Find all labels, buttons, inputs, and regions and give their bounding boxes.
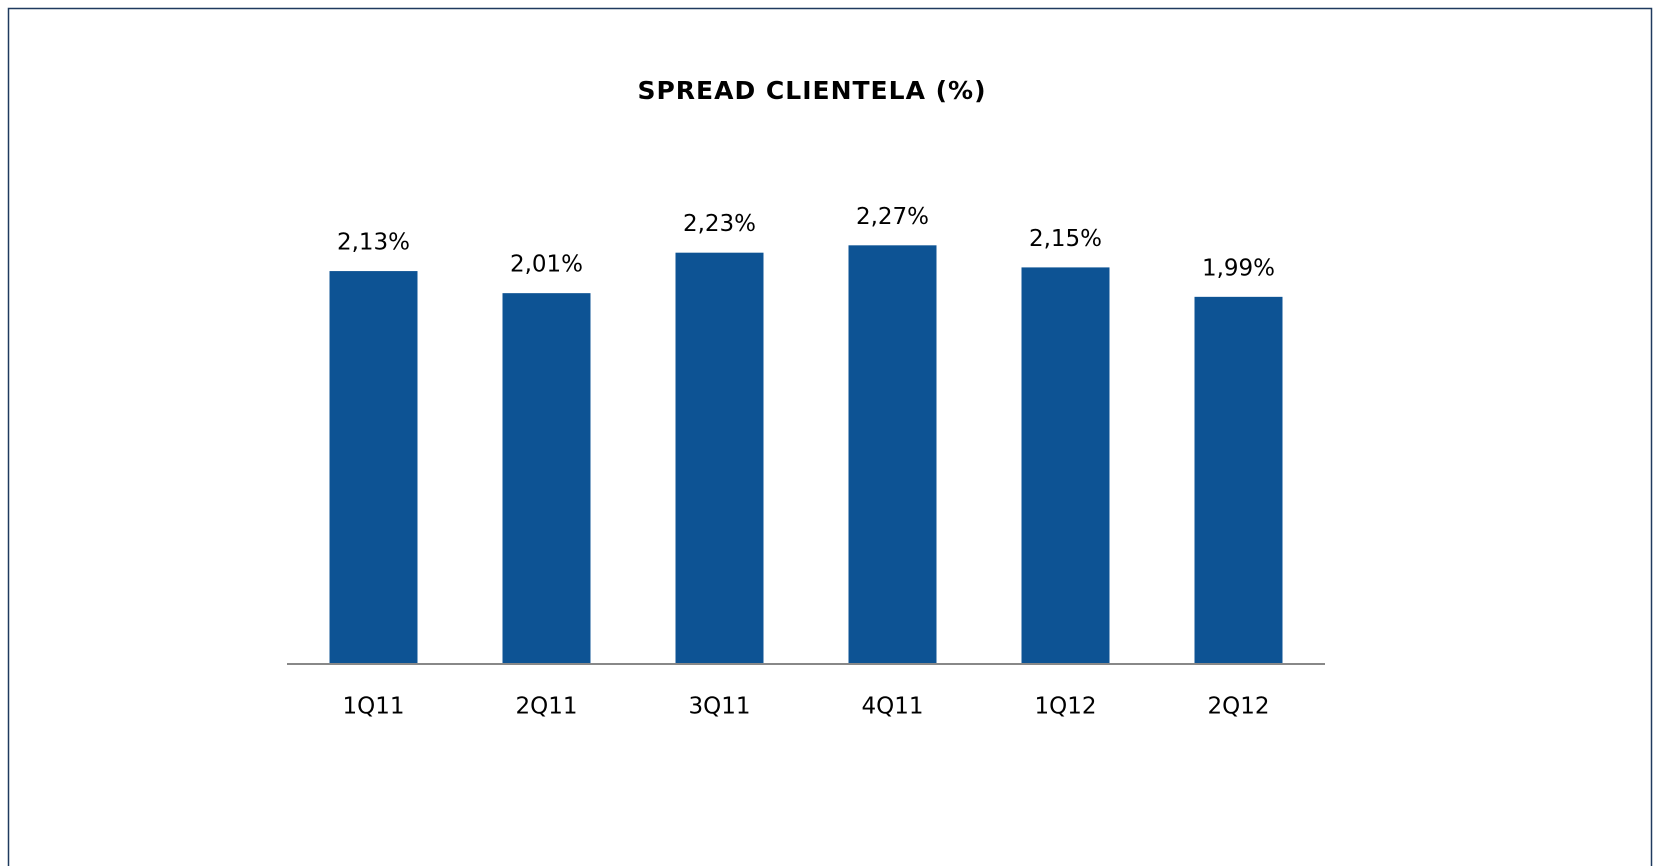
x-tick-label: 1Q11 — [342, 694, 404, 720]
bar — [675, 252, 764, 663]
data-label: 2,13% — [337, 230, 410, 256]
data-label: 2,23% — [683, 211, 756, 237]
data-label: 2,01% — [510, 252, 583, 278]
data-label: 2,15% — [1029, 226, 1102, 252]
data-label: 1,99% — [1202, 255, 1275, 281]
data-label: 2,27% — [856, 204, 929, 230]
x-tick-label: 4Q11 — [861, 694, 923, 720]
x-tick-label: 3Q11 — [688, 694, 750, 720]
x-tick-label: 2Q11 — [515, 694, 577, 720]
x-tick-label: 1Q12 — [1034, 694, 1096, 720]
chart-title: SPREAD CLIENTELA (%) — [637, 76, 986, 105]
bar — [1021, 267, 1110, 663]
x-tick-label: 2Q12 — [1207, 694, 1269, 720]
frame — [7, 7, 1653, 866]
bar — [848, 245, 937, 663]
bar — [1194, 296, 1283, 663]
bar — [329, 271, 418, 663]
bar — [502, 293, 591, 663]
